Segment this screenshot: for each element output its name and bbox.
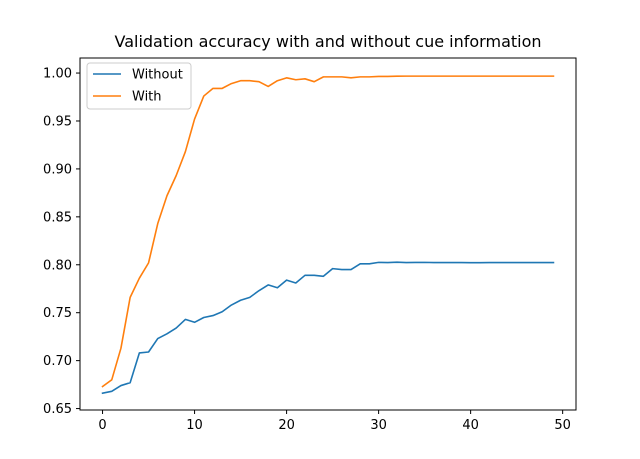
series-line-without (101, 261, 555, 395)
y-tick-label: 0.65 (43, 402, 72, 417)
x-tick-label: 50 (554, 418, 571, 433)
y-tick-label: 0.70 (43, 354, 72, 369)
axes-frame (79, 57, 577, 411)
y-tick-label: 0.75 (43, 306, 72, 321)
x-tick-label: 0 (98, 418, 106, 433)
y-tick-label: 0.80 (43, 258, 72, 273)
x-tick-label: 40 (462, 418, 479, 433)
legend-label-with: With (132, 90, 162, 105)
x-tick-label: 20 (278, 418, 295, 433)
y-tick-label: 1.00 (43, 67, 72, 82)
legend-label-without: Without (132, 68, 183, 83)
x-tick-label: 10 (186, 418, 203, 433)
y-tick-label: 0.85 (43, 210, 72, 225)
y-tick-label: 0.90 (43, 162, 72, 177)
y-tick-label: 0.95 (43, 114, 72, 129)
plot-area: 0 10 20 30 40 50 0.65 0.70 0.75 0.80 0.85 0.90 0.95 1… (43, 57, 577, 433)
x-tick-label: 30 (370, 418, 387, 433)
series-line-with (101, 75, 555, 388)
chart-title: Validation accuracy with and without cue… (114, 32, 541, 51)
